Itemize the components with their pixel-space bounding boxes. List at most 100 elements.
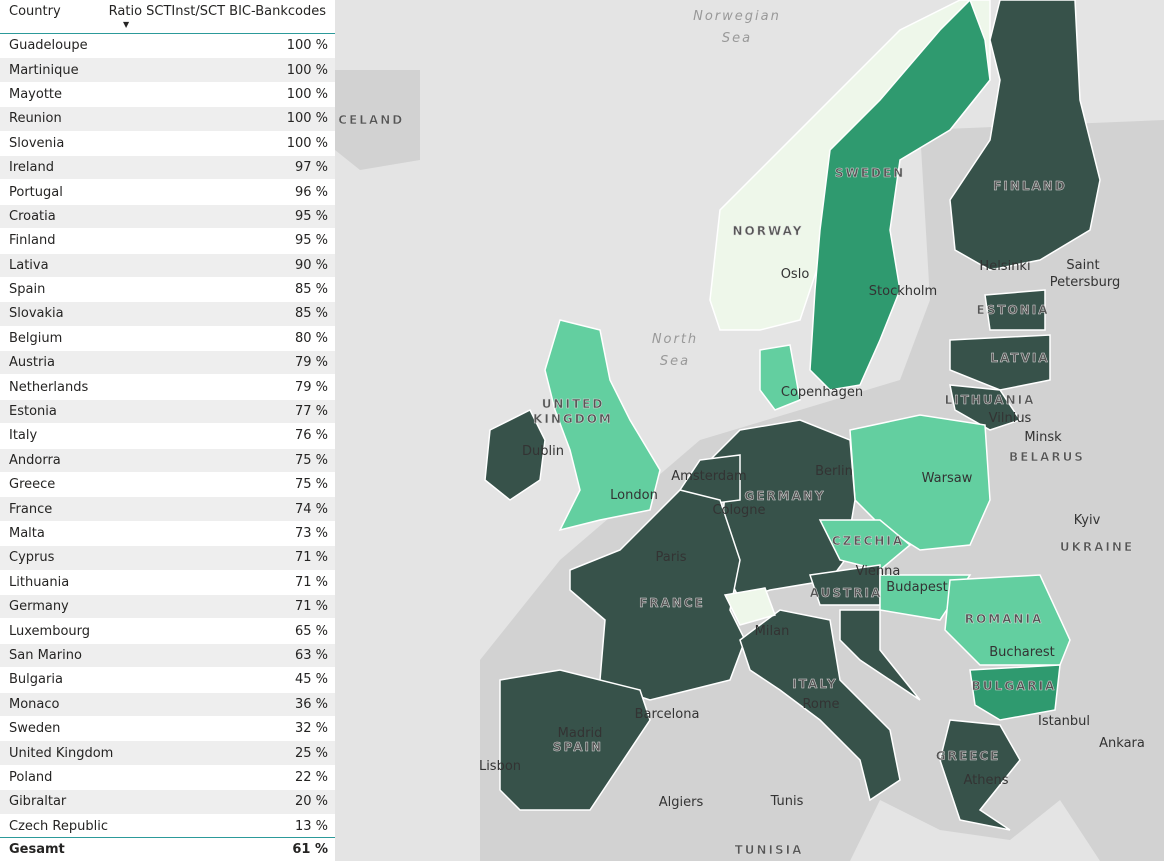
map-label: ROMANIA xyxy=(965,612,1043,626)
country-cell: United Kingdom xyxy=(9,745,114,761)
table-row: Portugal 96 % xyxy=(0,180,335,205)
country-cell: Monaco xyxy=(9,696,60,712)
total-value: 61 % xyxy=(292,842,328,857)
map-label: Istanbul xyxy=(1038,714,1090,729)
table-row: Bulgaria 45 % xyxy=(0,668,335,693)
map-label: Barcelona xyxy=(635,707,700,722)
map-label: Tunis xyxy=(770,794,804,809)
table-row: Lithuania 71 % xyxy=(0,571,335,595)
country-cell: Luxembourg xyxy=(9,623,91,639)
country-cell: Mayotte xyxy=(9,86,63,102)
ratio-cell: 76 % xyxy=(294,428,328,444)
map-label: Oslo xyxy=(781,267,810,282)
map-label: Paris xyxy=(656,550,687,565)
country-cell: Guadeloupe xyxy=(9,38,88,54)
map-label: Sea xyxy=(722,31,752,46)
table-row: Guadeloupe 100 % xyxy=(0,34,335,59)
map-label: Algiers xyxy=(659,795,704,810)
czechia xyxy=(818,519,912,571)
country-cell: Germany xyxy=(9,599,69,615)
ratio-cell: 95 % xyxy=(294,208,328,224)
sort-arrow[interactable]: ▼ xyxy=(123,20,130,29)
iberia xyxy=(499,669,651,811)
map-label: Rome xyxy=(802,697,839,712)
table-row: Monaco 36 % xyxy=(0,692,335,717)
ratio-cell: 79 % xyxy=(294,355,328,371)
map-label: Milan xyxy=(755,624,790,639)
ratio-cell: 25 % xyxy=(294,745,328,761)
table-row: Poland 22 % xyxy=(0,766,335,791)
map-label: Stockholm xyxy=(869,284,937,299)
country-cell: Sweden xyxy=(9,721,61,737)
ratio-cell: 80 % xyxy=(294,330,328,346)
map-label: BELARUS xyxy=(1009,450,1085,464)
map-label: UNITED xyxy=(542,397,605,411)
ratio-cell: 100 % xyxy=(286,62,328,78)
ireland xyxy=(484,408,546,501)
table-row: Cyprus 71 % xyxy=(0,546,335,571)
ratio-cell: 85 % xyxy=(294,306,328,322)
ratio-cell: 100 % xyxy=(286,38,328,54)
table: Country Ratio SCTInst/SCT BIC-Bankcodes … xyxy=(0,0,335,861)
country-cell: France xyxy=(9,501,53,517)
map-label: Petersburg xyxy=(1050,275,1120,290)
finland xyxy=(949,0,1101,271)
header-cell[interactable]: Ratio SCTInst/SCT BIC-Bankcodes xyxy=(108,4,326,19)
country-cell: San Marino xyxy=(9,647,82,663)
map-label: FRANCE xyxy=(639,596,705,610)
ratio-cell: 75 % xyxy=(294,477,328,493)
country-cell: Czech Republic xyxy=(9,818,108,834)
country-cell: Greece xyxy=(9,477,56,493)
table-row: France 74 % xyxy=(0,497,335,522)
ratio-cell: 97 % xyxy=(294,160,328,176)
table-row: Slovenia 100 % xyxy=(0,132,335,156)
map-label: GREECE xyxy=(936,749,1001,763)
ratio-cell: 20 % xyxy=(294,794,328,810)
country-cell: Lithuania xyxy=(9,574,70,590)
greece xyxy=(939,719,1021,831)
table-row: Netherlands 79 % xyxy=(0,375,335,400)
country-cell: Netherlands xyxy=(9,379,89,395)
map-label: Budapest xyxy=(886,580,948,595)
lithuania xyxy=(949,384,1022,431)
table-row: San Marino 63 % xyxy=(0,643,335,669)
table-row: Italy 76 % xyxy=(0,424,335,449)
table-total: Gesamt 61 % xyxy=(0,837,335,861)
table-row: Ireland 97 % xyxy=(0,155,335,181)
map-label: BULGARIA xyxy=(972,679,1057,693)
italy xyxy=(739,609,901,802)
map-label: Madrid xyxy=(558,726,603,741)
uk xyxy=(544,319,661,532)
table-row: Austria 79 % xyxy=(0,351,335,376)
ratio-cell: 90 % xyxy=(294,257,328,273)
ratio-cell: 32 % xyxy=(294,721,328,737)
header-cell: Country xyxy=(9,4,61,19)
table-row: Finland 95 % xyxy=(0,229,335,254)
map-label: SPAIN xyxy=(553,740,603,754)
ratio-cell: 45 % xyxy=(294,672,328,688)
latvia xyxy=(949,334,1051,391)
table-row: Malta 73 % xyxy=(0,522,335,547)
map-label: NORWAY xyxy=(732,224,803,238)
country-cell: Cyprus xyxy=(9,550,55,566)
table-row: Spain 85 % xyxy=(0,278,335,303)
ratio-cell: 95 % xyxy=(294,233,328,249)
table-row: Sweden 32 % xyxy=(0,717,335,742)
map-label: LATVIA xyxy=(990,351,1049,365)
country-cell: Martinique xyxy=(9,62,79,78)
map-label: Amsterdam xyxy=(671,469,746,484)
map-label: ESTONIA xyxy=(976,303,1049,317)
sweden xyxy=(809,0,991,391)
ratio-cell: 100 % xyxy=(286,135,328,151)
ratio-cell: 96 % xyxy=(294,184,328,200)
ratio-cell: 13 % xyxy=(294,818,328,834)
ratio-cell: 65 % xyxy=(294,623,328,639)
ratio-cell: 71 % xyxy=(294,599,328,615)
map-label: CZECHIA xyxy=(832,534,904,548)
table-row: Lativa 90 % xyxy=(0,253,335,278)
table-header: Country Ratio SCTInst/SCT BIC-Bankcodes … xyxy=(0,0,335,34)
map-label: ICELAND xyxy=(332,113,404,127)
map-labels: Norwegian Sea ICELAND NORWAY Oslo SWEDEN FINLA… xyxy=(51,9,1145,857)
map-label: Cologne xyxy=(712,503,765,518)
